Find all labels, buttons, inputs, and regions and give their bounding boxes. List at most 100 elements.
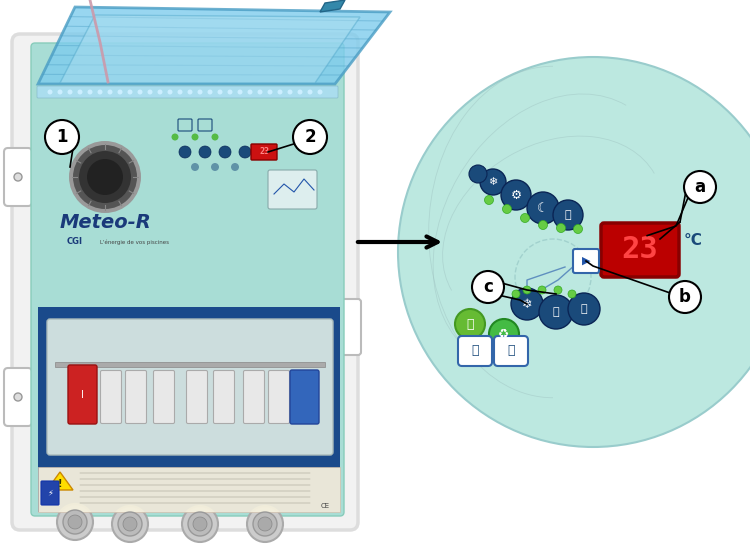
FancyBboxPatch shape (41, 481, 59, 505)
Circle shape (484, 195, 494, 204)
Text: 🖐: 🖐 (553, 307, 560, 317)
Circle shape (574, 225, 583, 233)
Circle shape (182, 506, 218, 542)
Circle shape (14, 173, 22, 181)
Text: ⏻: ⏻ (507, 344, 515, 358)
Circle shape (137, 89, 142, 94)
Circle shape (14, 393, 22, 401)
Text: c: c (483, 278, 493, 296)
Circle shape (47, 89, 53, 94)
Circle shape (57, 504, 93, 540)
Circle shape (308, 89, 313, 94)
Text: °C: °C (684, 233, 703, 248)
Text: ⏱: ⏱ (580, 304, 587, 314)
Text: ⚙: ⚙ (510, 188, 522, 201)
Text: L'énergie de vos piscines: L'énergie de vos piscines (100, 239, 169, 245)
Circle shape (538, 220, 548, 230)
Circle shape (118, 512, 142, 536)
Circle shape (178, 89, 182, 94)
Circle shape (128, 89, 133, 94)
Circle shape (68, 89, 73, 94)
Circle shape (191, 134, 199, 141)
Text: Meteo-R: Meteo-R (59, 213, 151, 231)
Circle shape (112, 506, 148, 542)
Circle shape (247, 506, 283, 542)
FancyBboxPatch shape (251, 144, 277, 160)
Text: 2: 2 (304, 128, 316, 146)
Circle shape (231, 163, 239, 171)
Circle shape (238, 89, 242, 94)
Circle shape (148, 89, 152, 94)
Circle shape (219, 146, 231, 158)
Circle shape (257, 89, 262, 94)
Circle shape (211, 163, 219, 171)
Circle shape (527, 192, 559, 224)
Circle shape (167, 89, 172, 94)
Circle shape (317, 89, 322, 94)
Circle shape (512, 290, 520, 298)
FancyBboxPatch shape (601, 223, 679, 277)
Circle shape (123, 517, 137, 531)
FancyBboxPatch shape (214, 370, 235, 423)
Circle shape (523, 286, 531, 294)
Circle shape (73, 145, 137, 209)
Circle shape (298, 89, 302, 94)
FancyBboxPatch shape (268, 170, 317, 209)
Circle shape (684, 171, 716, 203)
FancyBboxPatch shape (125, 370, 146, 423)
FancyBboxPatch shape (268, 370, 290, 423)
Circle shape (158, 89, 163, 94)
Text: a: a (694, 178, 706, 196)
Polygon shape (60, 15, 360, 83)
Text: ❄: ❄ (488, 177, 498, 187)
Text: ♻: ♻ (498, 327, 510, 341)
FancyBboxPatch shape (494, 336, 528, 366)
Circle shape (503, 204, 512, 214)
FancyBboxPatch shape (55, 362, 325, 367)
FancyBboxPatch shape (37, 86, 338, 98)
Circle shape (554, 286, 562, 294)
FancyBboxPatch shape (154, 370, 175, 423)
Circle shape (188, 512, 212, 536)
Circle shape (98, 89, 103, 94)
FancyBboxPatch shape (38, 307, 340, 512)
Circle shape (480, 169, 506, 195)
Text: 💡: 💡 (466, 317, 474, 331)
Circle shape (188, 89, 193, 94)
Circle shape (553, 200, 583, 230)
Circle shape (79, 151, 131, 203)
Circle shape (511, 288, 543, 320)
Circle shape (278, 89, 283, 94)
FancyBboxPatch shape (337, 299, 361, 355)
Text: ⏻: ⏻ (471, 344, 478, 358)
Polygon shape (20, 42, 350, 522)
FancyBboxPatch shape (4, 148, 32, 206)
Text: 🌡: 🌡 (565, 210, 572, 220)
Text: ▶: ▶ (582, 256, 590, 266)
Circle shape (248, 89, 253, 94)
FancyBboxPatch shape (38, 467, 340, 512)
FancyBboxPatch shape (458, 336, 492, 366)
Circle shape (669, 281, 701, 313)
FancyBboxPatch shape (290, 370, 319, 424)
Circle shape (58, 89, 62, 94)
Polygon shape (38, 7, 390, 84)
FancyBboxPatch shape (31, 43, 344, 516)
Circle shape (87, 159, 123, 195)
Text: 1: 1 (56, 128, 68, 146)
Circle shape (455, 309, 485, 339)
Circle shape (45, 120, 79, 154)
Circle shape (568, 293, 600, 325)
Text: I: I (80, 390, 83, 400)
Circle shape (107, 89, 112, 94)
Circle shape (179, 146, 191, 158)
Circle shape (258, 517, 272, 531)
Circle shape (489, 319, 519, 349)
Circle shape (469, 165, 487, 183)
FancyBboxPatch shape (100, 370, 122, 423)
FancyBboxPatch shape (12, 34, 358, 530)
Circle shape (191, 163, 199, 171)
Circle shape (239, 146, 251, 158)
Polygon shape (320, 0, 345, 12)
Polygon shape (47, 472, 73, 490)
